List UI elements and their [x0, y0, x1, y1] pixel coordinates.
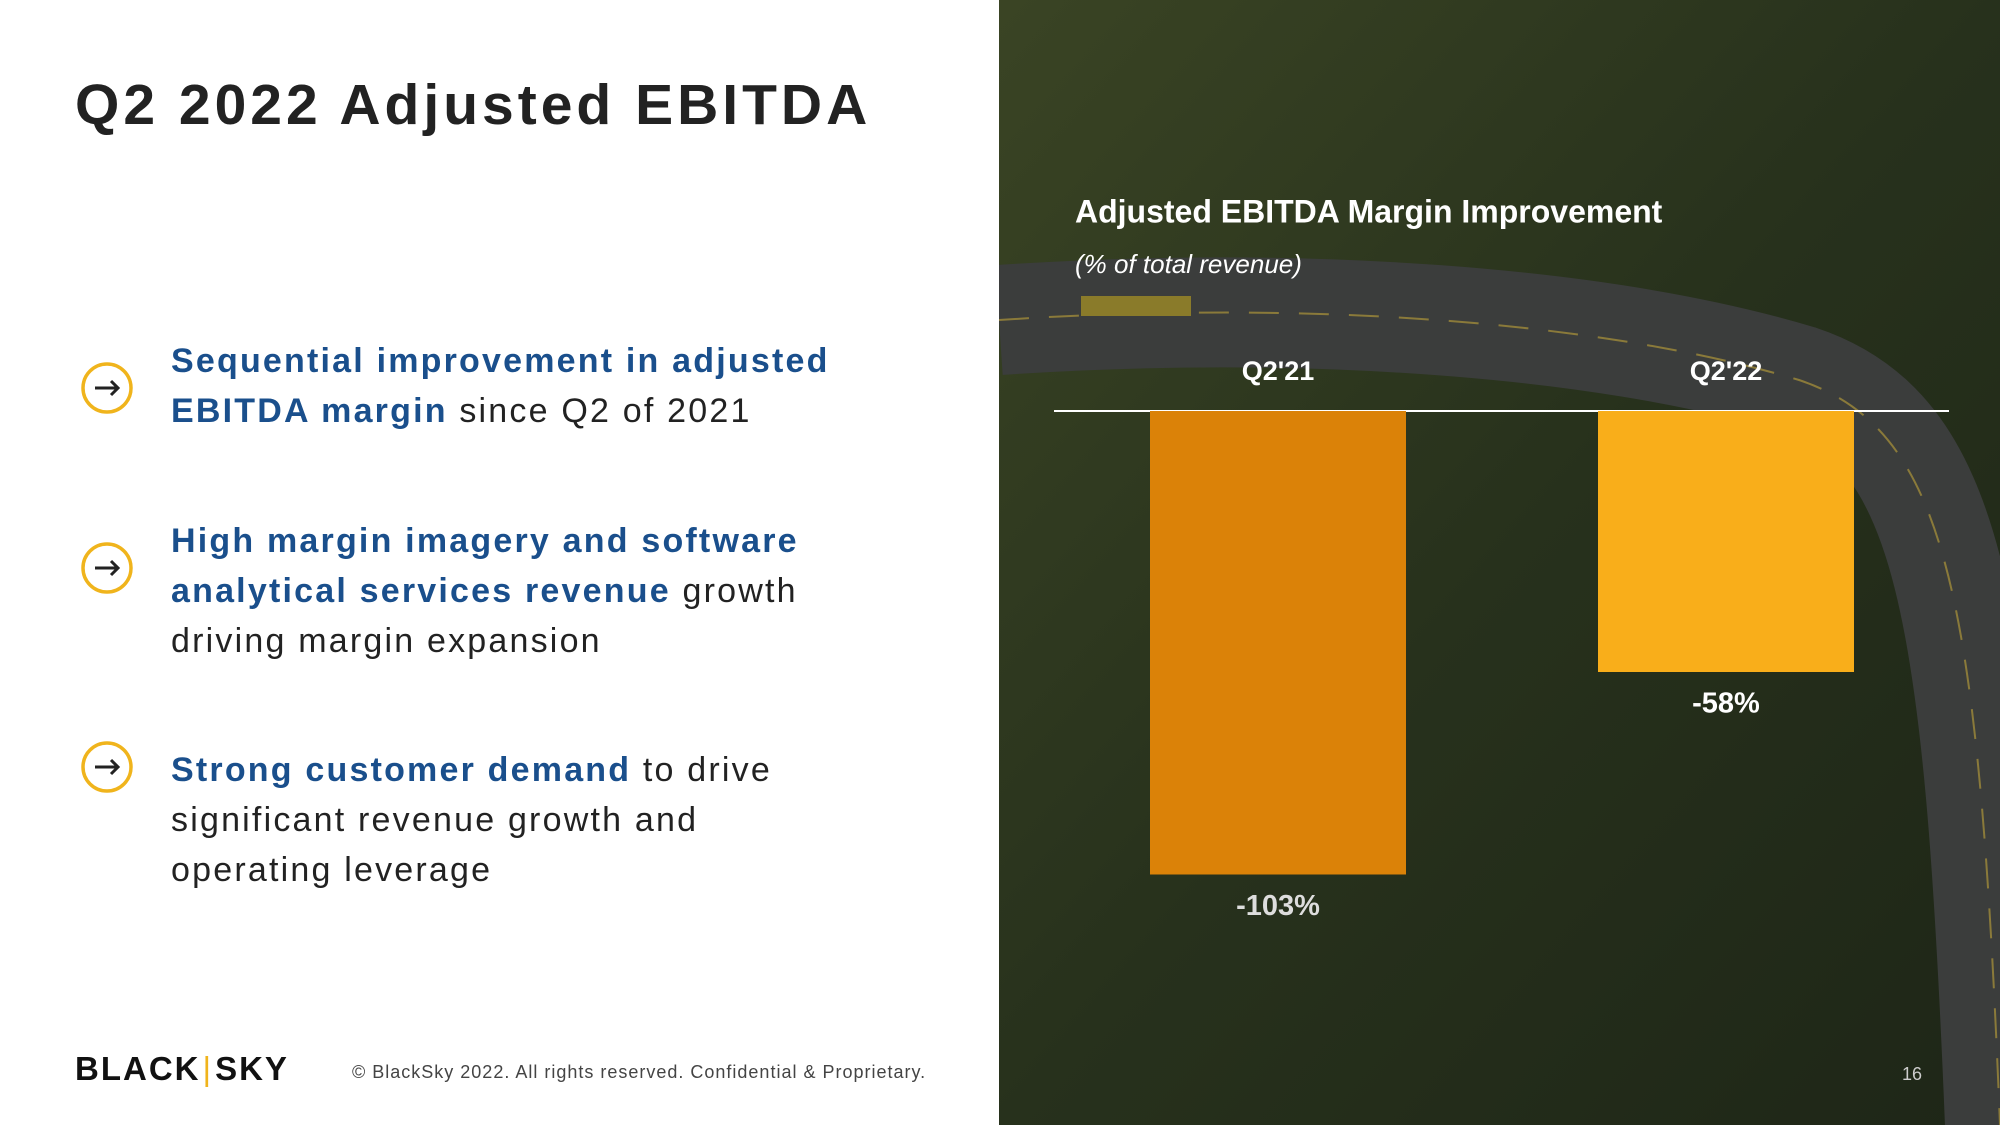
bullet-text: since Q2 of 2021 — [447, 392, 752, 430]
arrow-icon — [81, 362, 133, 414]
page-number: 16 — [1902, 1064, 1922, 1084]
copyright: © BlackSky 2022. All rights reserved. Co… — [352, 1062, 927, 1082]
road-marking — [999, 311, 2000, 1125]
text-panel: Q2 2022 Adjusted EBITDA Sequential impro… — [0, 0, 999, 1125]
truck — [1081, 296, 1191, 316]
bullet-bold: Sequential improvement in adjusted EBITD… — [171, 342, 830, 430]
bullet-bold: High margin imagery and software analyti… — [171, 522, 799, 610]
logo-part: BLACK — [75, 1050, 201, 1087]
bullet-bold: Strong customer demand — [171, 751, 632, 789]
bullet: High margin imagery and software analyti… — [171, 516, 831, 666]
chart: Adjusted EBITDA Margin Improvement (% of… — [999, 0, 2000, 1125]
bullet-text: to drive significant revenue growth and … — [171, 751, 772, 889]
slide-title: Q2 2022 Adjusted EBITDA — [75, 73, 872, 137]
bullet-text: growth driving margin expansion — [171, 572, 798, 660]
category-label: Q2'21 — [1242, 356, 1314, 386]
bar — [1150, 411, 1406, 875]
value-label: -58% — [1692, 688, 1760, 720]
chart-title: Adjusted EBITDA Margin Improvement — [1075, 193, 1663, 229]
bullet: Strong customer demand to drive signific… — [171, 745, 831, 895]
category-label: Q2'22 — [1690, 356, 1762, 386]
logo: BLACK|SKY — [75, 1050, 289, 1087]
value-label: -103% — [1236, 890, 1320, 922]
arrow-icon — [81, 542, 133, 594]
logo-part: SKY — [215, 1050, 289, 1087]
bullet: Sequential improvement in adjusted EBITD… — [171, 336, 831, 436]
arrow-icon — [81, 741, 133, 793]
bar — [1598, 411, 1854, 672]
chart-subtitle: (% of total revenue) — [1075, 249, 1302, 279]
